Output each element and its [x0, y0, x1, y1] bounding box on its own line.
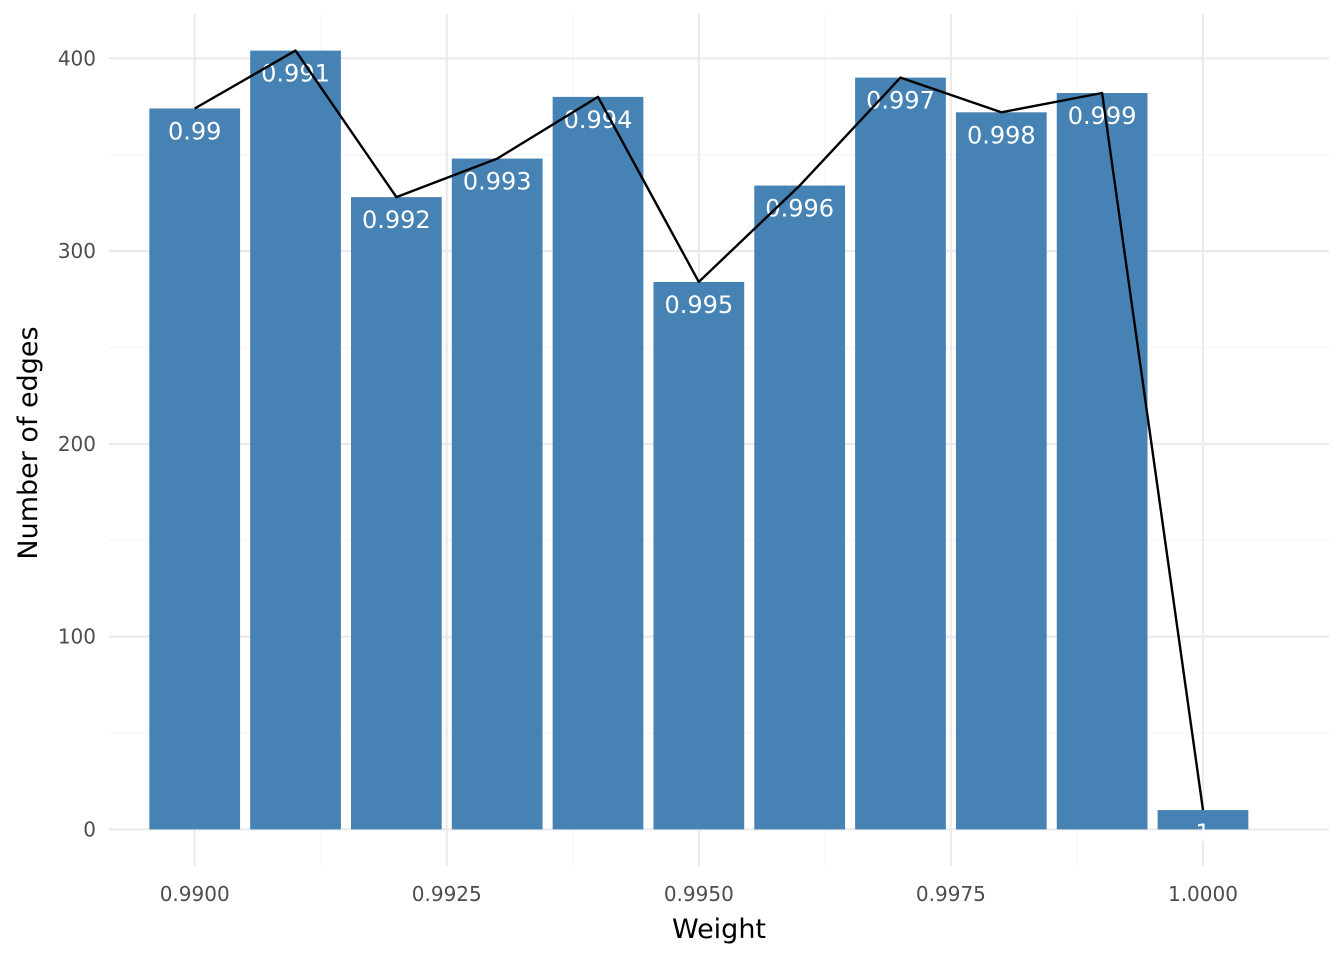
y-axis-title: Number of edges: [13, 326, 44, 559]
bar: [653, 281, 745, 830]
x-tick-label: 0.9975: [916, 882, 986, 906]
bar: [149, 108, 241, 830]
x-axis-title: Weight: [672, 914, 766, 945]
bar-value-label: 0.992: [362, 206, 431, 234]
bar-value-label: 1: [1195, 819, 1210, 847]
bar-value-label: 0.999: [1068, 102, 1137, 130]
bar: [350, 197, 442, 830]
overlay-line-layer: [194, 49, 1205, 811]
y-tick-label: 0: [83, 817, 96, 841]
y-axis-tick-labels: 0 100 200 300 400: [58, 46, 96, 841]
bar-value-label: 0.99: [168, 117, 221, 145]
x-tick-label: 0.9900: [160, 882, 230, 906]
bar-value-label: 0.997: [866, 87, 935, 115]
bar: [855, 77, 946, 830]
x-tick-label: 1.0000: [1168, 882, 1238, 906]
y-tick-label: 300: [58, 239, 96, 263]
bar-value-label: 0.993: [463, 168, 532, 196]
x-tick-label: 0.9925: [412, 882, 482, 906]
bar-value-label: 0.995: [664, 291, 733, 319]
bar: [754, 185, 846, 830]
bar: [250, 50, 341, 830]
x-axis-tick-labels: 0.9900 0.9925 0.9950 0.9975 1.0000: [160, 882, 1238, 906]
bar: [1056, 93, 1148, 830]
bar-value-label: 0.994: [564, 106, 633, 134]
bar: [1157, 810, 1249, 830]
y-tick-label: 100: [58, 625, 96, 649]
y-tick-label: 200: [58, 432, 96, 456]
overlay-line: [194, 49, 1205, 811]
y-tick-label: 400: [58, 46, 96, 70]
bars: [149, 50, 1249, 830]
bar-value-label: 0.998: [967, 121, 1036, 149]
bar: [451, 158, 543, 830]
bar: [955, 112, 1047, 830]
x-tick-label: 0.9950: [664, 882, 734, 906]
bar: [552, 96, 644, 830]
